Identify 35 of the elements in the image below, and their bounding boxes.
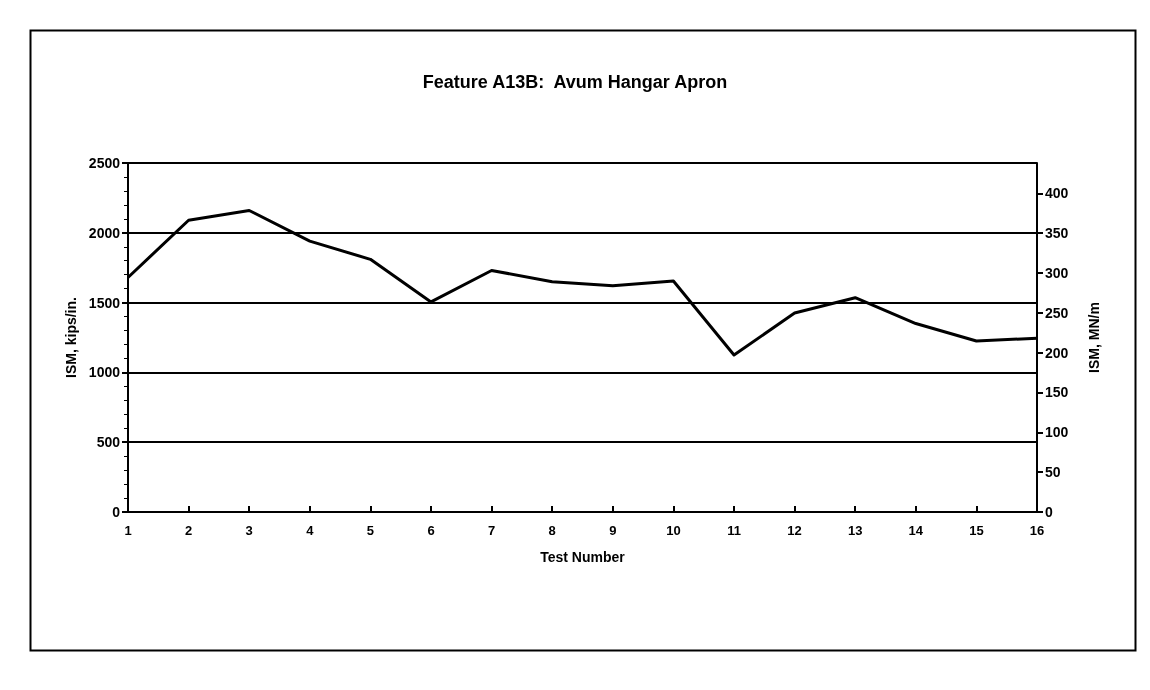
y2-tick-label: 100	[1045, 424, 1069, 441]
x-axis-title: Test Number	[540, 549, 626, 565]
y2-tick-label: 400	[1045, 185, 1069, 202]
y-tick-label: 2000	[88, 224, 121, 241]
y-tick-label: 0	[112, 504, 121, 520]
y-axis-title: ISM, kips/in.	[62, 297, 79, 378]
y2-tick-label: 350	[1045, 225, 1069, 242]
y-tick-label: 1500	[88, 294, 121, 311]
x-tick-label: 12	[787, 523, 802, 538]
x-tick-label: 15	[969, 523, 984, 538]
y2-axis-title: ISM, MN/m	[1086, 302, 1102, 373]
y2-tick-label: 250	[1045, 304, 1069, 321]
x-tick-label: 2	[184, 523, 193, 538]
x-tick-label: 14	[908, 523, 924, 538]
y2-tick-label: 200	[1045, 344, 1069, 361]
chart-title: Feature A13B: Avum Hangar Apron	[422, 72, 728, 92]
y2-tick-label: 0	[1045, 504, 1053, 520]
x-tick-label: 1	[124, 523, 132, 538]
x-tick-label: 11	[727, 523, 741, 538]
x-tick-label: 5	[366, 523, 375, 538]
x-tick-label: 13	[847, 523, 863, 538]
x-tick-label: 8	[548, 523, 556, 538]
y2-tick-label: 150	[1045, 384, 1069, 401]
x-tick-label: 6	[427, 523, 435, 538]
x-tick-label: 7	[487, 523, 496, 538]
y-tick-label: 500	[96, 434, 121, 451]
x-tick-label: 10	[666, 523, 681, 538]
y2-tick-label: 300	[1045, 264, 1069, 281]
x-tick-label: 4	[306, 523, 315, 538]
y-tick-label: 1000	[88, 364, 121, 381]
y2-tick-label: 50	[1045, 464, 1061, 481]
y-tick-label: 2500	[88, 155, 121, 171]
x-tick-label: 16	[1029, 523, 1045, 538]
x-tick-label: 9	[609, 523, 617, 538]
x-tick-label: 3	[245, 523, 253, 538]
